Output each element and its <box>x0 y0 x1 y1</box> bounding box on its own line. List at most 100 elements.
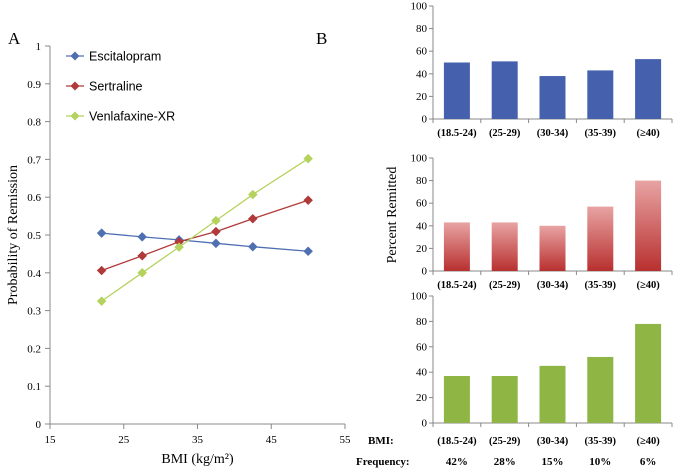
bar-y-tick-label: 40 <box>416 68 428 80</box>
bar <box>539 365 566 423</box>
data-point <box>247 241 258 252</box>
category-label: (18.5-24) <box>437 128 477 139</box>
data-point <box>96 296 107 307</box>
bar <box>587 70 614 119</box>
panel-a-label: A <box>8 29 21 48</box>
panel-b-label: B <box>316 29 327 48</box>
y-tick-label: 0.4 <box>27 268 41 280</box>
legend-entry: Escitalopram <box>89 50 161 64</box>
y-axis-title: Probability of Remission <box>6 165 21 305</box>
bar-y-tick-label: 100 <box>411 291 428 303</box>
category-label: (30-34) <box>537 280 569 291</box>
legend-entry: Sertraline <box>89 80 143 94</box>
bar-y-tick-label: 0 <box>422 114 428 126</box>
data-point <box>303 246 313 257</box>
y-tick-label: 0.3 <box>27 306 41 318</box>
y-tick-label: 0.7 <box>27 154 41 166</box>
category-label: (≥40) <box>636 128 660 139</box>
data-point <box>96 228 107 238</box>
data-point <box>137 250 148 261</box>
bmi-footer-label: BMI: <box>368 435 394 447</box>
bar <box>443 62 470 119</box>
bar-y-axis-title: Percent Remitted <box>385 167 400 264</box>
bar <box>587 206 614 271</box>
category-label: (25-29) <box>489 128 521 139</box>
series-line <box>101 158 309 302</box>
category-label: (18.5-24) <box>437 436 477 447</box>
y-tick-label: 0 <box>36 419 42 431</box>
bar <box>539 76 566 119</box>
x-axis-title: BMI (kg/m²) <box>161 452 234 467</box>
bar <box>491 61 518 119</box>
bar <box>491 376 518 423</box>
legend-marker <box>70 111 80 121</box>
bar-subplot-3: 0 20 40 60 80 100 (18.5-24) (25-29) (30-34) (35-3… <box>411 291 673 447</box>
data-point <box>137 232 148 242</box>
bar <box>443 222 470 271</box>
bar-y-tick-label: 20 <box>416 392 428 404</box>
series-escitalopram <box>96 228 313 257</box>
x-tick-label: 25 <box>118 434 130 446</box>
x-tick-label: 35 <box>192 434 204 446</box>
bar-y-tick-label: 0 <box>422 418 428 430</box>
category-label: (25-29) <box>489 280 521 291</box>
bar-y-tick-label: 100 <box>411 1 428 13</box>
series-sertraline <box>96 195 313 276</box>
data-point <box>174 242 184 252</box>
y-tick-label: 0.5 <box>27 230 41 242</box>
bar-y-tick-label: 60 <box>416 198 428 210</box>
frequency-value: 10% <box>589 456 611 468</box>
data-point <box>303 153 313 164</box>
bar-y-tick-label: 40 <box>416 367 428 379</box>
bar-subplot-2: 0 20 40 60 80 100 (18.5-24) (25-29) (30-34) (35-3… <box>411 153 673 291</box>
series-line <box>101 199 309 272</box>
data-point <box>247 189 258 200</box>
frequency-value: 28% <box>494 456 516 468</box>
bar-y-tick-label: 20 <box>416 243 428 255</box>
series-line <box>101 232 309 252</box>
legend-marker <box>70 51 80 61</box>
data-point <box>211 215 221 226</box>
frequency-value: 6% <box>640 456 657 468</box>
frequency-footer-label: Frequency: <box>356 456 410 468</box>
bar-y-tick-label: 80 <box>416 23 428 35</box>
line-chart-series <box>96 153 313 307</box>
data-point <box>303 195 313 206</box>
bar-y-tick-label: 40 <box>416 220 428 232</box>
category-label: (≥40) <box>636 280 660 291</box>
category-label: (35-39) <box>585 436 617 447</box>
bar <box>587 356 614 423</box>
bar-y-tick-label: 0 <box>422 266 428 278</box>
series-venlafaxine-xr <box>96 153 313 307</box>
bar <box>443 376 470 423</box>
bar-y-tick-label: 20 <box>416 91 428 103</box>
data-point <box>211 238 221 249</box>
line-chart-axes: 0 0.1 0.2 0.3 0.4 0.5 0.6 0.7 0.8 0.9 1 15 25 35 45 55 <box>27 41 351 446</box>
legend-entry: Venlafaxine-XR <box>89 110 175 124</box>
y-tick-label: 0.9 <box>27 79 41 91</box>
category-label: (30-34) <box>537 436 569 447</box>
bar <box>539 225 566 271</box>
category-label: (≥40) <box>636 436 660 447</box>
y-tick-label: 0.1 <box>27 381 41 393</box>
bar <box>491 222 518 271</box>
bar-y-tick-label: 60 <box>416 341 428 353</box>
y-tick-label: 1 <box>36 41 42 53</box>
frequency-value: 15% <box>542 456 564 468</box>
data-point <box>211 226 221 237</box>
y-tick-label: 0.6 <box>27 192 41 204</box>
x-tick-label: 45 <box>266 434 278 446</box>
data-point <box>96 265 107 276</box>
y-tick-label: 0.8 <box>27 117 41 129</box>
category-label: (18.5-24) <box>437 280 477 291</box>
bar <box>635 59 662 119</box>
category-label: (35-39) <box>585 280 617 291</box>
x-tick-label: 15 <box>45 434 57 446</box>
x-tick-label: 55 <box>340 434 352 446</box>
frequency-value: 42% <box>446 456 468 468</box>
data-point <box>137 267 148 278</box>
bar-y-tick-label: 100 <box>411 153 428 165</box>
legend-marker <box>70 81 80 91</box>
